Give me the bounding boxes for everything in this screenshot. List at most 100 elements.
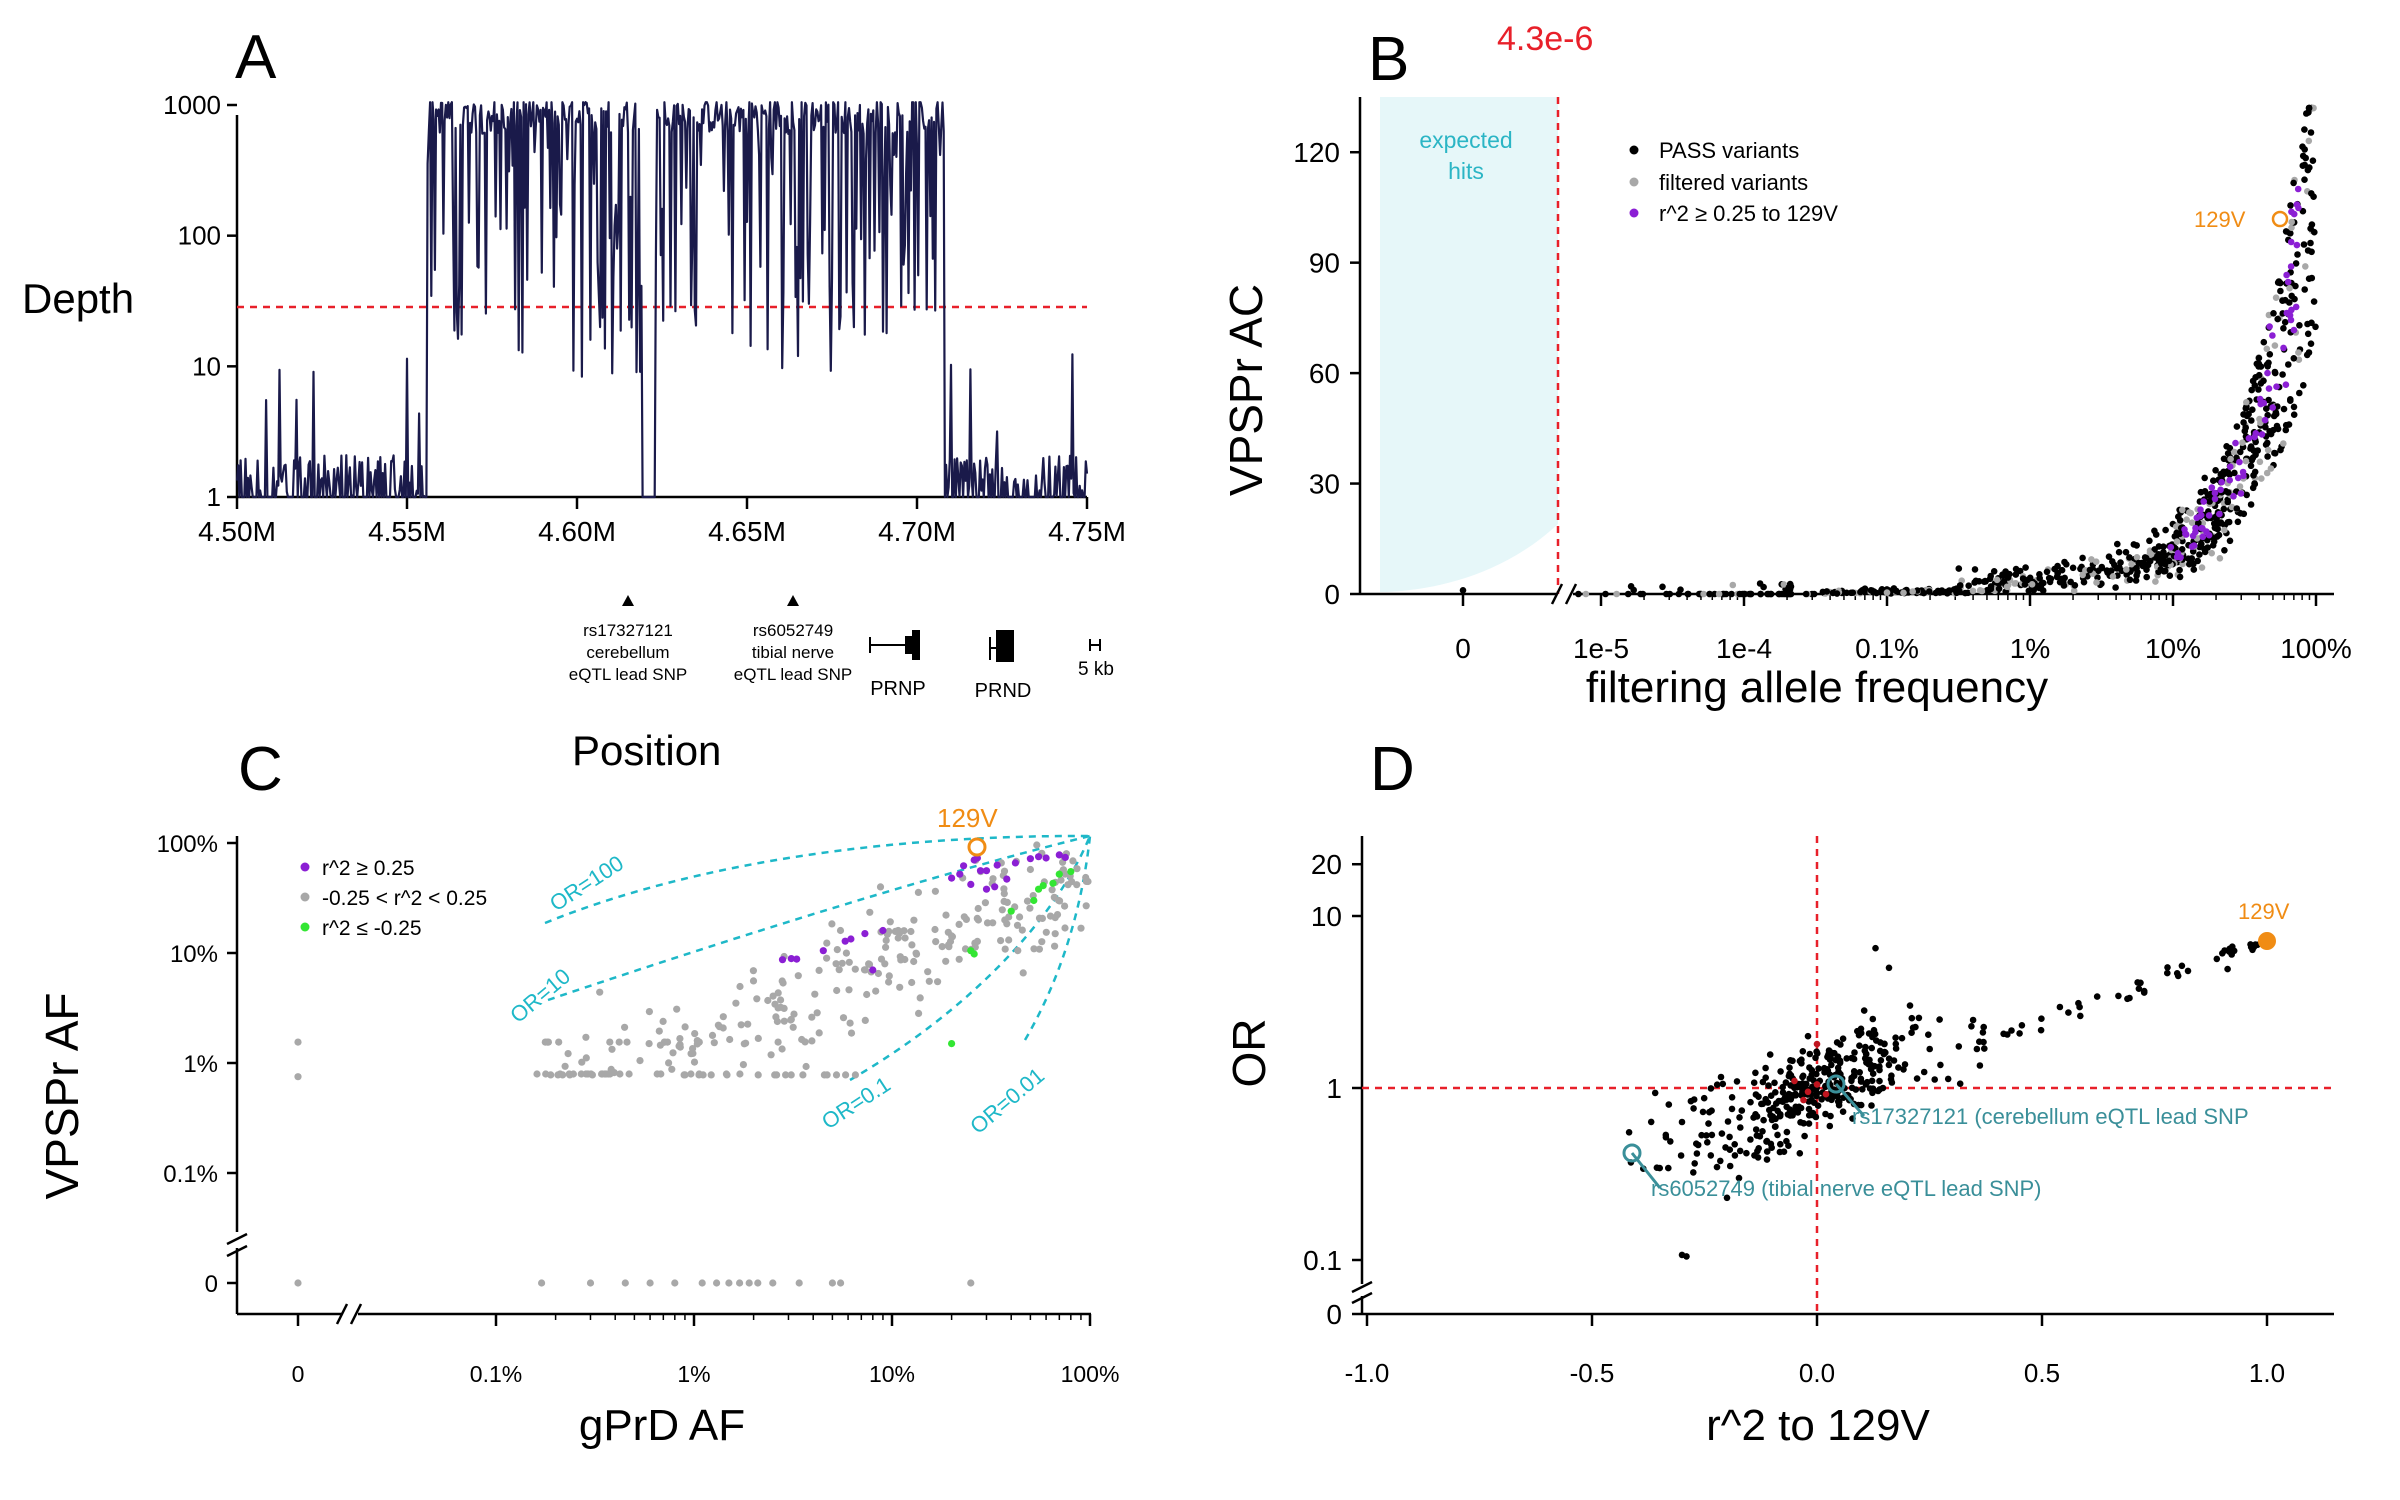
panel-d-point <box>1737 1124 1744 1131</box>
panel-b-pass-point <box>2266 351 2274 358</box>
panel-b-ld-point <box>2282 381 2290 389</box>
panel-c-ld-point <box>861 930 869 938</box>
panel-c-mid-point <box>881 960 889 968</box>
panel-d-points <box>1625 941 2261 1260</box>
panel-a-x-axis-label: Position <box>572 727 721 774</box>
panel-d-point-highlight <box>1804 1088 1812 1096</box>
panel-b-filtered-point <box>2286 284 2293 292</box>
panel-d-point <box>1719 1080 1727 1088</box>
panel-b-ld-point <box>2236 458 2243 466</box>
panel-d-point <box>1868 1044 1875 1052</box>
panel-c-y-ticks: 0 0.1% 1% 10% 100% <box>157 831 237 1298</box>
panel-b-pass-point <box>2237 448 2244 456</box>
panel-c-mid-point <box>601 1070 609 1078</box>
panel-c-mid-point <box>608 1045 616 1053</box>
panel-b-pass-point <box>2166 572 2174 579</box>
panel-b-ld-point <box>2174 549 2182 557</box>
panel-d-point <box>1827 1112 1834 1120</box>
panel-c-mid-point <box>740 1040 748 1048</box>
panel-b-pass-point <box>2201 488 2209 495</box>
panel-b-filtered-point <box>2295 349 2302 356</box>
panel-b-pass-point <box>2305 109 2312 116</box>
panel-b-pass-point <box>1740 590 1748 598</box>
panel-d-point <box>1813 1070 1820 1078</box>
panel-d-y-axis-label: OR <box>1223 1019 1275 1088</box>
panel-d-point <box>1763 1156 1771 1163</box>
panel-d-point <box>2077 1012 2084 1020</box>
panel-c-neg-point <box>1007 907 1015 915</box>
panel-b-pass-point <box>1878 586 1886 593</box>
panel-c-mid-point <box>872 987 880 995</box>
panel-b-ld-point <box>2252 430 2260 437</box>
panel-b-pass-point <box>2271 449 2278 457</box>
panel-d-point <box>2018 1022 2026 1029</box>
panel-d-point <box>2184 967 2192 975</box>
panel-b-filtered-point <box>2288 224 2295 231</box>
panel-c-mid-point <box>665 1059 673 1067</box>
panel-c-mid-point <box>606 1038 614 1046</box>
panel-d-point <box>1770 1104 1777 1112</box>
panel-b-pass-point <box>2263 361 2271 369</box>
panel-c-mid-point <box>636 1057 644 1065</box>
panel-c-ld-point <box>982 885 991 893</box>
panel-d-point <box>1915 1014 1923 1022</box>
panel-b-pass-point <box>1995 585 2003 592</box>
panel-b-ld-point <box>2260 399 2268 407</box>
panel-d-point <box>1849 1115 1856 1122</box>
panel-b-filtered-point <box>2239 439 2246 447</box>
panel-c-mid-point <box>802 1062 810 1071</box>
panel-c-or01-label: OR=0.1 <box>817 1072 895 1135</box>
panel-c-mid-point <box>815 966 823 975</box>
panel-b-filtered-point <box>2079 571 2086 579</box>
panel-c-mid-point <box>801 1038 809 1046</box>
panel-d-point <box>1724 1118 1732 1125</box>
panel-c-mid-point <box>569 1070 578 1078</box>
panel-d-point <box>1892 1040 1900 1048</box>
panel-a-prnp-gene-model <box>869 630 920 660</box>
panel-b-ld-point <box>2199 533 2207 541</box>
panel-b-point <box>1459 587 1467 594</box>
panel-c-mid-point <box>894 934 902 942</box>
panel-b-filtered-point <box>2173 538 2181 545</box>
panel-a-x-ticks: 4.50M 4.55M 4.60M 4.65M 4.70M 4.75M <box>198 497 1126 547</box>
panel-c-mid-point <box>1023 897 1032 905</box>
panel-b-pass-point <box>2060 582 2068 589</box>
panel-b-pass-point <box>2143 573 2150 581</box>
panel-c-mid-point <box>960 913 968 921</box>
panel-d-point <box>1805 1120 1813 1127</box>
panel-b-pass-point <box>1987 583 1995 590</box>
panel-b-pass-point <box>2290 355 2298 362</box>
panel-d-point <box>1723 1194 1731 1202</box>
panel-c-ld-point <box>982 867 991 875</box>
panel-c-mid-point <box>908 941 916 949</box>
panel-c-mid-point <box>1000 885 1008 893</box>
panel-d-point <box>1885 964 1893 972</box>
panel-c-mid-point <box>542 1070 550 1078</box>
panel-b-ld-point <box>2287 263 2295 270</box>
panel-d-point <box>1708 1131 1716 1139</box>
panel-d-point <box>1869 1085 1877 1092</box>
panel-b-pass-point <box>2162 526 2169 534</box>
panel-b-x-tick-label: 1e-5 <box>1573 633 1629 664</box>
panel-a-snp1-desc: eQTL lead SNP <box>569 665 687 684</box>
panel-a-snp2-desc: eQTL lead SNP <box>734 665 852 684</box>
panel-d-point <box>1909 1024 1917 1031</box>
panel-d-point <box>1651 1089 1659 1097</box>
panel-d-point <box>2038 1015 2045 1022</box>
panel-d-point <box>1980 1023 1987 1031</box>
panel-b-filtered-point <box>2198 564 2206 571</box>
panel-d-point <box>1707 1085 1715 1092</box>
panel-c-mid-point <box>1035 945 1043 953</box>
panel-d-point <box>1892 1034 1899 1041</box>
panel-c-mid-point <box>932 938 940 946</box>
panel-b-pass-point <box>1663 590 1670 598</box>
panel-c-mid-point <box>541 1038 549 1046</box>
panel-d-point <box>1944 1075 1952 1083</box>
panel-b-pass-point <box>2270 310 2277 317</box>
panel-a-x-tick-label: 4.70M <box>878 516 956 547</box>
panel-d-point <box>1756 1133 1764 1140</box>
panel-d-point <box>1738 1107 1746 1114</box>
panel-b-filtered-point <box>1909 588 1916 595</box>
panel-b-ld-point <box>2230 493 2237 500</box>
panel-c-mid-point <box>713 1279 721 1287</box>
